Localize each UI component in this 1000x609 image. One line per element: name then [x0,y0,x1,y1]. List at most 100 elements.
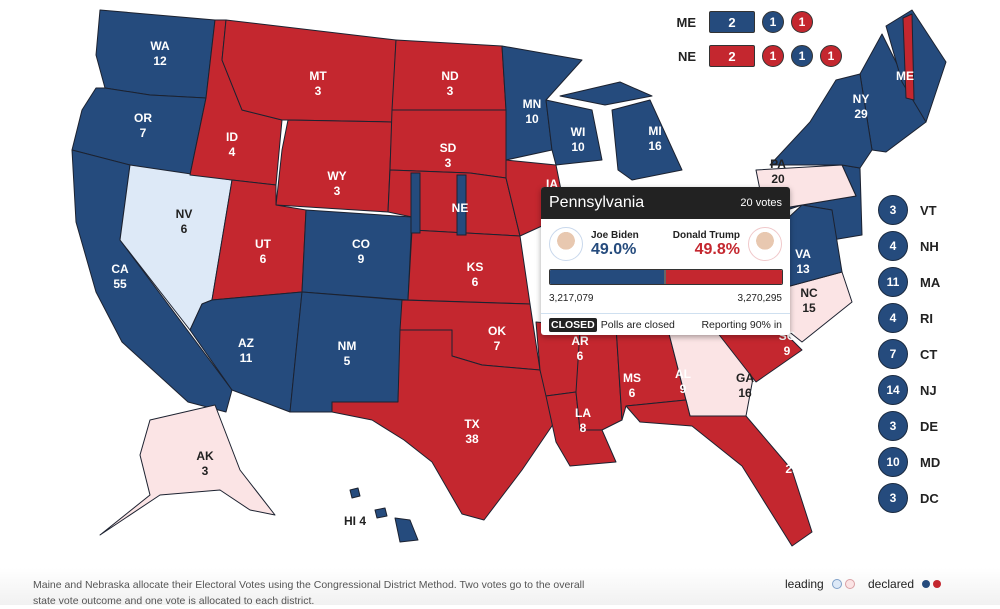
state-tx[interactable] [331,329,557,521]
state-label: ME [676,14,697,30]
rep-vote-count: 3,270,295 [737,293,783,304]
state-label-me: ME [896,69,914,83]
state-label-nm: NM 5 [338,339,357,368]
state-label-wy: WY 3 [327,169,346,198]
small-states-list: 3 VT 4 NH 11 MA 4 RI 7 CT 14 NJ 3 DE 10 MD 3 DC [878,192,940,516]
electoral-votes-circle: 3 [878,411,908,441]
state-label-va: VA 13 [795,247,811,276]
me-district-1[interactable]: 1 [762,11,784,33]
electoral-votes-circle: 11 [878,267,908,297]
small-state-vt[interactable]: 3 VT [878,192,940,228]
state-ny[interactable] [769,73,873,169]
tooltip-header: Pennsylvania 20 votes [541,187,790,219]
electoral-votes-circle: 14 [878,375,908,405]
state-label-sd: SD 3 [440,141,457,170]
maine-district-row: ME 2 1 1 [666,11,813,33]
closed-badge: CLOSED [549,318,597,332]
dem-candidate: Joe Biden 49.0% [549,227,639,261]
ne-statewide-votes[interactable]: 2 [709,45,755,67]
state-wi[interactable] [545,99,603,166]
nebraska-district-row: NE 2 1 1 1 [666,45,842,67]
state-label-hi: HI 4 [344,514,366,528]
state-abbr: NH [920,238,939,254]
state-label-tx: TX 38 [464,417,479,446]
tooltip-state-name: Pennsylvania [549,194,645,211]
state-label-nc: NC 15 [800,286,818,315]
state-label-mn: MN 10 [523,97,542,126]
state-abbr: MD [920,454,941,470]
me-statewide-votes[interactable]: 2 [709,11,755,33]
rep-name: Donald Trump [672,229,740,241]
state-label-wi: WI 10 [571,125,586,154]
electoral-votes-circle: 3 [878,195,908,225]
state-label: NE [677,48,696,64]
state-label-fl: FL 29 [785,447,800,476]
small-state-de[interactable]: 3 DE [878,408,940,444]
ne-district-3[interactable]: 1 [820,45,842,67]
state-mi[interactable] [559,81,653,106]
state-abbr: MA [920,274,941,290]
dem-declared-dot [922,580,931,588]
tooltip-electoral-votes: 20 votes [740,197,782,209]
electoral-votes-circle: 4 [878,303,908,333]
state-me[interactable] [885,9,947,123]
state-hi[interactable] [349,487,361,499]
dem-percent: 49.0% [591,240,637,258]
electoral-votes-circle: 3 [878,483,908,513]
state-label-ar: AR 6 [571,334,589,363]
rep-declared-dot [933,580,942,588]
ne-district-1[interactable]: 1 [762,45,784,67]
ne-district-stripe[interactable] [410,172,421,234]
state-label-la: LA 8 [575,406,591,435]
small-state-ma[interactable]: 11 MA [878,264,940,300]
dem-leading-dot [831,579,842,589]
dem-name: Joe Biden [591,229,639,241]
ne-district-2[interactable]: 1 [791,45,813,67]
vote-share-bar [549,269,783,285]
small-state-nj[interactable]: 14 NJ [878,372,940,408]
state-abbr: NJ [920,382,937,398]
other-share-fill [663,270,667,284]
state-label-id: ID 4 [226,130,238,159]
small-state-ct[interactable]: 7 CT [878,336,940,372]
state-hi[interactable] [374,507,388,519]
state-label-al: AL 9 [675,367,691,396]
state-label-mi: MI 16 [648,124,662,153]
dem-vote-count: 3,217,079 [549,293,594,304]
state-label-ut: UT 6 [255,237,272,266]
state-label-ks: KS 6 [467,260,484,289]
small-state-nh[interactable]: 4 NH [878,228,940,264]
state-wy[interactable] [275,119,393,213]
state-abbr: RI [920,310,933,326]
legend-leading: leading [785,577,855,591]
state-tooltip: Pennsylvania 20 votes Joe Biden 49.0% Do… [541,187,790,335]
state-label-ms: MS 6 [623,371,641,400]
us-electoral-map: WA 12 OR 7 CA 55 NV 6 ID 4 MT 3 WY 3 UT 6 CO 9 AZ 11 NM 5 ND 3 S… [71,9,947,547]
state-fl[interactable] [625,399,813,547]
state-label-co: CO 9 [352,237,370,266]
me-district-stripe[interactable] [902,13,915,101]
state-label-or: OR 7 [134,111,152,140]
declared-label: declared [868,577,915,591]
state-label-ak: AK 3 [196,449,214,478]
ne-district-stripe[interactable] [456,174,467,236]
district-method-note: Maine and Nebraska allocate their Electo… [33,579,585,607]
state-mi[interactable] [611,99,683,181]
state-abbr: VT [920,202,937,218]
rep-candidate: Donald Trump 49.8% [673,227,782,261]
dem-share-fill [550,270,664,284]
polls-status: Polls are closed [600,319,675,331]
state-label-mt: MT 3 [309,69,327,98]
state-label-pa: PA 20 [770,157,786,186]
me-district-2[interactable]: 1 [791,11,813,33]
small-state-dc[interactable]: 3 DC [878,480,940,516]
state-abbr: DE [920,418,939,434]
small-state-md[interactable]: 10 MD [878,444,940,480]
small-state-ri[interactable]: 4 RI [878,300,940,336]
state-hi[interactable] [394,517,419,543]
state-label-ok: OK 7 [488,324,506,353]
state-ak[interactable] [99,404,276,536]
rep-share-fill [666,270,782,284]
state-label-ga: GA 16 [736,371,754,400]
reporting-status: Reporting 90% in [701,319,782,331]
